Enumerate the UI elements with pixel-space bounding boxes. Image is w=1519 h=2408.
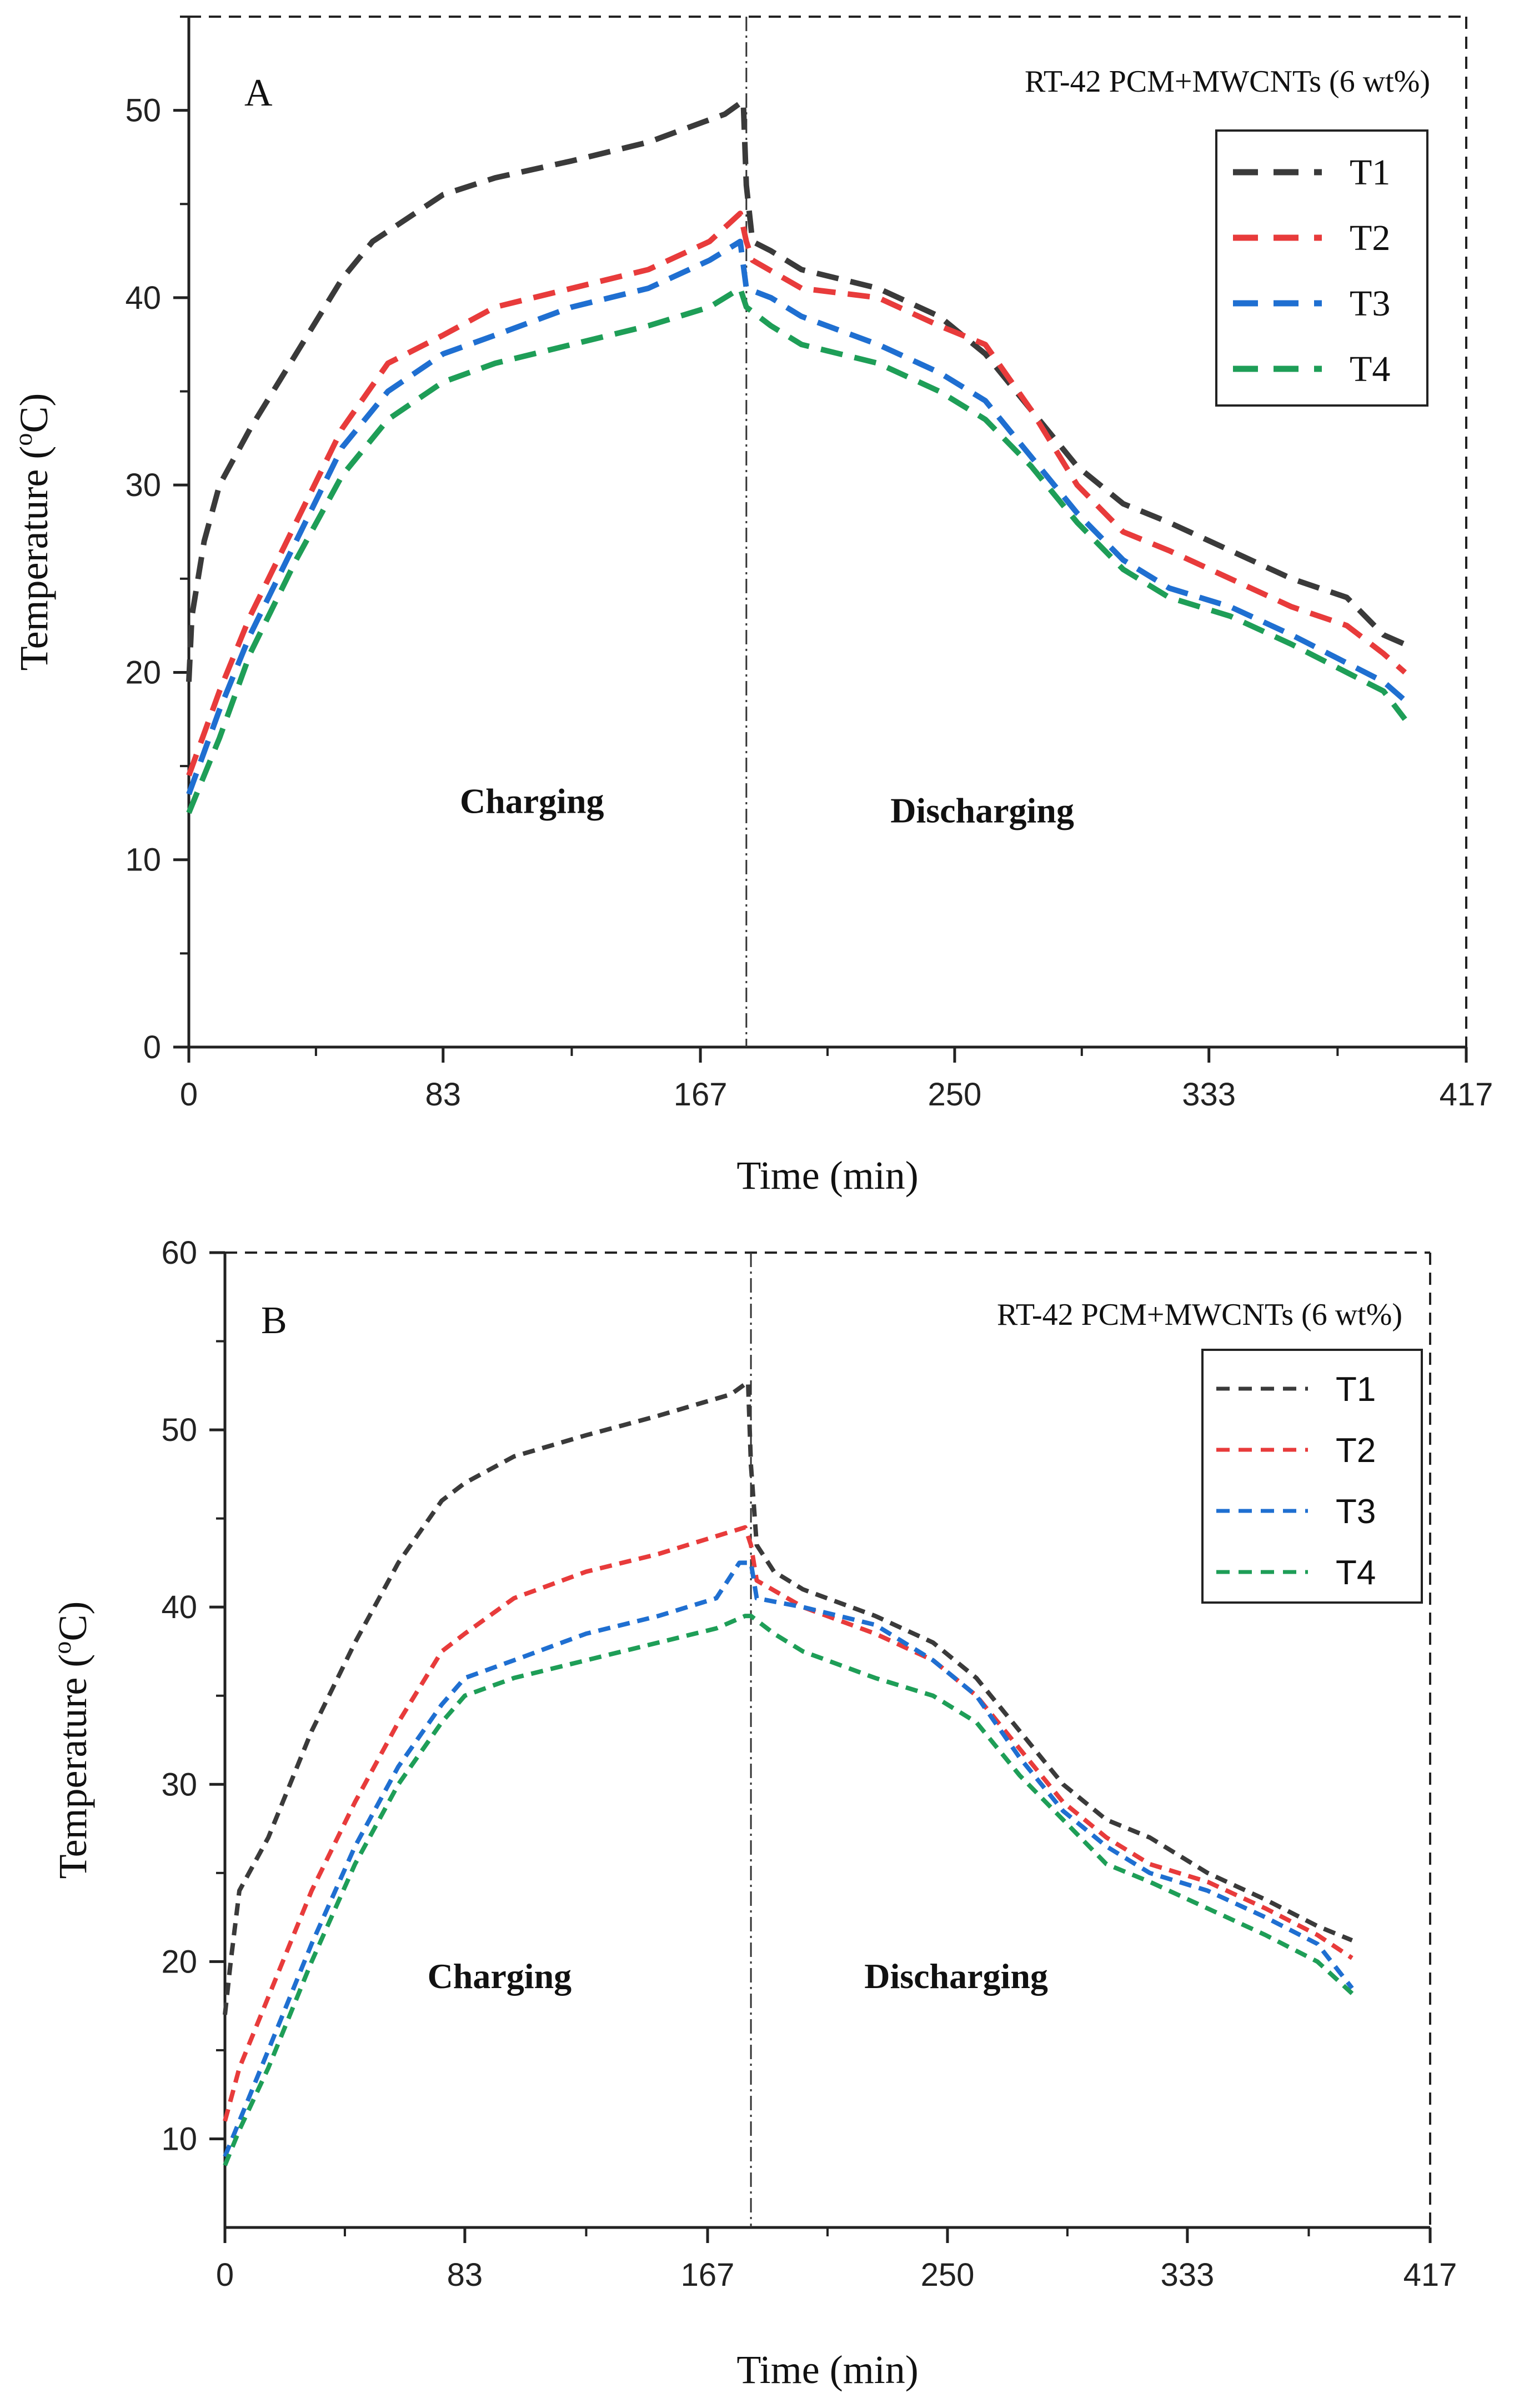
region-label-discharging: Discharging [890,790,1074,830]
x-tick-label: 333 [1160,2257,1214,2293]
y-tick-label: 40 [125,280,161,316]
y-axis-title-main: Temperature ( [51,1654,95,1879]
series-line-t3 [186,238,1407,795]
x-tick-label: 83 [425,1077,462,1113]
panel-letter: B [261,1299,287,1342]
series-line-t4 [186,286,1407,814]
x-axis-title: Time (min) [736,1153,918,1198]
panel-letter: A [244,72,273,114]
y-tick-label: 0 [143,1029,161,1065]
chart-panel-b: 0 83 167 250 333 417 10 20 30 40 50 60 Time (min) Tem… [48,1235,1457,2392]
x-tick-label: 417 [1403,2257,1457,2293]
series-line-t4 [223,1614,1354,2166]
x-tick-label: 167 [674,1077,728,1113]
y-tick-label: 10 [125,842,161,878]
chart-panel-a: 0 83 167 250 333 417 0 10 20 30 40 50 Time (min) Temp… [9,16,1493,1198]
y-tick-label: 50 [161,1412,197,1448]
legend-box [1215,129,1428,407]
y-tick-label: 50 [125,93,161,129]
y-axis-title-end: C) [51,1601,95,1641]
chart-subtitle: RT-42 PCM+MWCNTs (6 wt%) [997,1298,1402,1332]
region-label-charging: Charging [428,1956,572,1996]
region-label-discharging: Discharging [864,1956,1048,1996]
x-tick-label: 83 [447,2257,483,2293]
y-tick-label: 10 [161,2121,197,2157]
y-axis-title-sup: o [48,1641,76,1654]
x-tick-label: 250 [921,2257,975,2293]
series-line-t3 [223,1560,1354,2157]
legend-label-t4: T4 [1350,349,1390,389]
legend-label-t3: T3 [1336,1493,1376,1531]
legend-label-t2: T2 [1350,218,1390,258]
legend-label-t3: T3 [1350,283,1390,324]
series-line-t2 [223,1525,1353,2122]
legend-label-t1: T1 [1350,152,1390,193]
x-axis-title: Time (min) [736,2347,918,2392]
region-label-charging: Charging [460,781,604,820]
y-axis-title-end: C) [12,393,56,433]
y-axis-title-sup: o [9,433,37,446]
y-tick-label: 30 [125,467,161,503]
y-tick-label: 40 [161,1589,197,1625]
y-tick-label: 20 [125,654,161,690]
y-axis-title: Temperature (oC) [9,393,56,671]
legend-label-t1: T1 [1336,1370,1376,1409]
chart-subtitle: RT-42 PCM+MWCNTs (6 wt%) [1025,64,1430,99]
legend-label-t4: T4 [1336,1554,1376,1592]
x-tick-label: 167 [681,2257,735,2293]
y-tick-label: 20 [161,1944,197,1980]
x-tick-label: 333 [1182,1077,1236,1113]
series-line-t1 [223,1379,1353,2015]
y-axis-title-main: Temperature ( [12,446,56,671]
series-line-t2 [186,211,1407,777]
x-tick-label: 0 [180,1077,198,1113]
y-axis-title: Temperature (oC) [48,1601,95,1879]
y-tick-label: 60 [161,1235,197,1271]
legend-label-t2: T2 [1336,1431,1376,1470]
series-line-t1 [186,98,1406,682]
x-tick-label: 417 [1440,1077,1493,1113]
y-tick-label: 30 [161,1766,197,1803]
x-tick-label: 0 [216,2257,234,2293]
x-tick-label: 250 [928,1077,982,1113]
legend-box [1201,1349,1423,1604]
